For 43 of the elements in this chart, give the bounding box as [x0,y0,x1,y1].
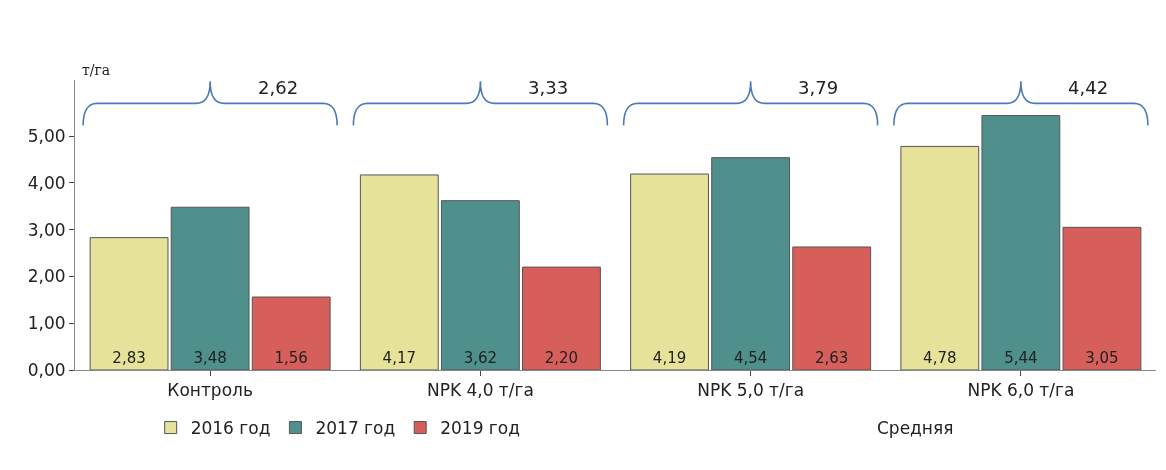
data-label: 2,63 [815,349,849,367]
bar [522,266,601,370]
x-tick-label: NPK 6,0 т/га [967,380,1075,401]
y-tick-label: 5,00 [27,126,66,147]
x-tick-label: NPK 5,0 т/га [697,380,805,401]
y-tick-label: 2,00 [27,266,66,287]
y-tick-label: 0,00 [27,359,66,380]
bar [359,174,439,370]
annotation: 2,62 [258,77,299,98]
bar [981,115,1061,370]
data-label: 4,17 [382,349,416,367]
data-label: 3,05 [1085,349,1119,367]
legend-label: 2016 год [190,418,271,439]
annotation: 4,42 [1068,77,1109,98]
y-tick-label: 3,00 [27,219,66,240]
bar [900,145,980,370]
text: Средняя [877,418,954,438]
data-label: 4,19 [652,349,687,367]
y-tick-label: 1,00 [27,313,66,334]
legend-label: 2019 год [440,418,520,439]
bar [89,237,169,370]
data-label: 4,78 [923,349,957,367]
bar [792,246,872,370]
data-label: 5,44 [1004,349,1038,367]
data-label: 2,20 [544,349,579,367]
data-label: 3,62 [463,349,498,367]
data-label: 1,56 [274,349,308,367]
annotation: 3,79 [798,77,839,98]
legend-label: 2017 год [315,418,396,439]
data-label: 4,54 [733,349,768,367]
bar [1062,226,1142,370]
bar [630,173,709,370]
bar [251,296,331,370]
bar [170,206,250,370]
bar [711,157,791,370]
x-tick-label: NPK 4,0 т/га [426,380,534,401]
x-tick-label: Контроль [167,380,253,401]
data-label: 3,48 [193,349,227,367]
bar [440,200,520,370]
annotation: 3,33 [528,77,569,98]
data-label: 2,83 [112,349,146,367]
y-tick-label: 4,00 [27,172,66,193]
y-axis-title: т/га [82,62,111,78]
